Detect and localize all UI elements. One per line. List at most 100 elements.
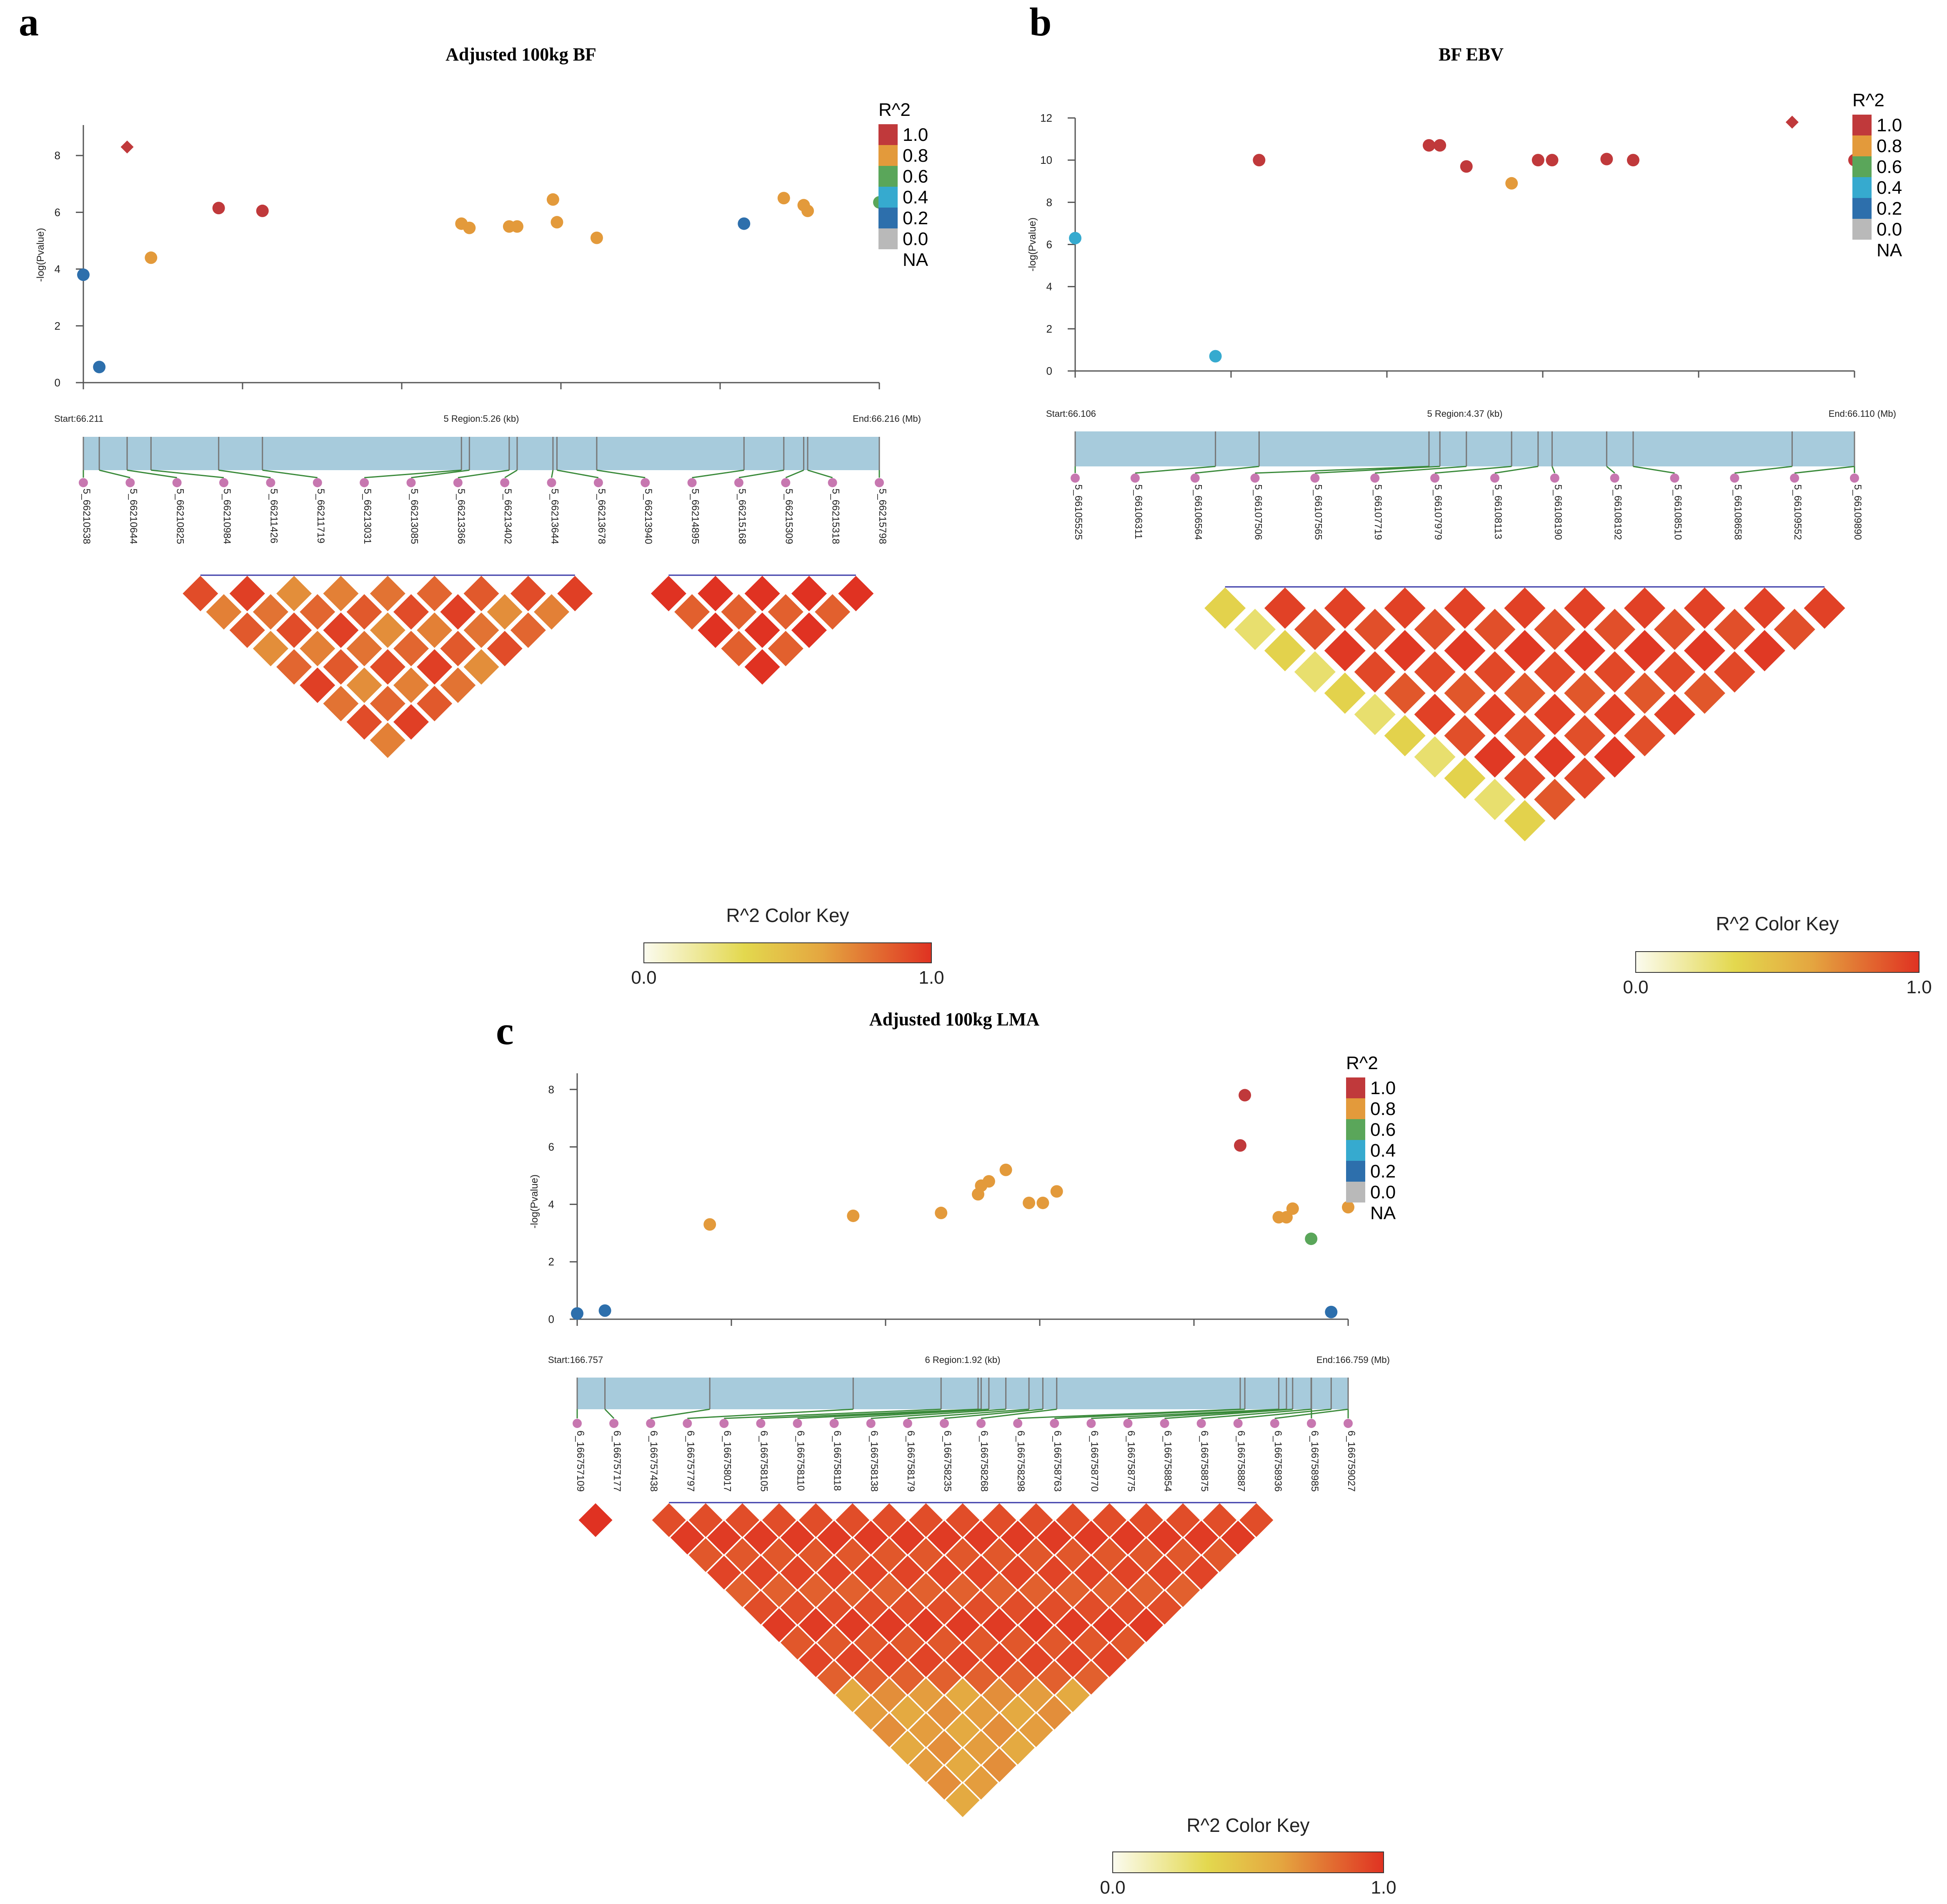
color-key-min: 0.0 [1100, 1877, 1125, 1898]
snp-label: 5_66215318 [830, 489, 841, 544]
ld-cell [1353, 650, 1397, 694]
snp-label: 5_66210644 [128, 489, 139, 544]
ld-cell [415, 611, 454, 649]
snp-dot [646, 1419, 656, 1428]
y-tick-label: 4 [548, 1198, 554, 1210]
snp-dot [1610, 473, 1619, 483]
region-bar [577, 1378, 1348, 1409]
snp-connector [262, 469, 318, 479]
snp-label: 6_166757177 [611, 1431, 623, 1492]
ld-cell [816, 1519, 853, 1556]
panel-letter: b [1029, 0, 1051, 44]
ld-cell [908, 1642, 944, 1679]
ld-cell [1323, 586, 1367, 630]
ld-cell [1165, 1502, 1201, 1538]
data-point-diamond [120, 140, 134, 154]
ld-cell [669, 1519, 706, 1556]
ld-cell [1018, 1572, 1054, 1608]
ld-cell [963, 1659, 999, 1696]
legend-swatch [1852, 115, 1872, 135]
ld-cell [392, 666, 430, 704]
ld-cell [724, 1572, 761, 1608]
ld-cell [556, 574, 594, 613]
legend-label: 0.4 [1370, 1140, 1396, 1161]
ld-cell [944, 1642, 981, 1679]
snp-dot [1250, 473, 1260, 483]
legend-label: 0.6 [1877, 157, 1902, 177]
snp-connector [1434, 466, 1512, 474]
data-point [1209, 350, 1222, 363]
ld-cell [1623, 671, 1667, 715]
ld-cell [798, 1502, 834, 1538]
region-start-label: Start:166.757 [548, 1355, 603, 1365]
legend-swatch [878, 228, 898, 249]
snp-label: 6_166758298 [1015, 1431, 1026, 1492]
snp-dot [609, 1419, 619, 1428]
panel-b: bBF EBV024681012-log(Pvalue)R^21.00.80.6… [1027, 0, 1932, 997]
ld-cell [1712, 607, 1757, 651]
snp-connector [687, 1408, 853, 1419]
ld-cell [322, 684, 360, 723]
ld-cell [889, 1554, 926, 1591]
data-point [590, 231, 603, 244]
legend-label: 1.0 [1877, 115, 1902, 135]
snp-connector [1054, 1408, 1245, 1419]
ld-cell [298, 666, 337, 704]
ld-cell [439, 593, 477, 631]
ld-cell [298, 593, 337, 631]
y-tick-label: 6 [548, 1141, 554, 1153]
snp-label: 5_66213644 [549, 489, 561, 544]
snp-label: 5_66109890 [1852, 484, 1863, 540]
ld-cell [720, 629, 758, 668]
ld-cell [1233, 607, 1277, 651]
legend-label: NA [1370, 1203, 1396, 1223]
snp-connector [1315, 466, 1440, 474]
snp-dot [875, 478, 884, 487]
ld-cell [1503, 714, 1547, 758]
data-point [1305, 1233, 1318, 1245]
snp-label: 6_166757797 [685, 1431, 696, 1492]
ld-cell [275, 611, 313, 649]
ld-cell [1443, 714, 1487, 758]
ld-cell [1473, 777, 1517, 822]
ld-cell [1036, 1589, 1073, 1626]
data-point [145, 251, 158, 264]
legend-label: 0.8 [903, 145, 928, 166]
snp-label: 5_66213085 [408, 489, 420, 544]
ld-cell [322, 574, 360, 613]
ld-cell [926, 1624, 963, 1661]
legend-swatch [1852, 219, 1872, 240]
snp-dot [1790, 473, 1799, 483]
snp-dot [1196, 1419, 1206, 1428]
ld-cell [1323, 629, 1367, 673]
panel-a: a Adjusted 100kg BF 0 2 4 6 8 -log(Pvalue) R^2 1.… [19, 0, 944, 988]
data-point [256, 204, 269, 217]
snp-connector [1633, 466, 1675, 474]
snp-connector [1375, 466, 1467, 474]
ld-cell [1146, 1519, 1183, 1556]
data-point [571, 1307, 583, 1320]
legend-swatch [878, 124, 898, 145]
panel-letter: c [496, 1008, 514, 1053]
ld-cell [908, 1712, 944, 1749]
ld-cell [1712, 650, 1757, 694]
ld-cell [1593, 607, 1637, 651]
data-point [1627, 154, 1639, 167]
ld-cell [1091, 1537, 1128, 1573]
snp-dot [1086, 1419, 1096, 1428]
snp-dot [828, 478, 837, 487]
ld-cell [392, 593, 430, 631]
snp-label: 5_66213366 [455, 489, 467, 544]
color-key-bar [1635, 951, 1919, 973]
ld-cell [798, 1607, 834, 1643]
y-axis-label: -log(Pvalue) [35, 228, 46, 282]
ld-cell [1563, 629, 1607, 673]
legend-label: 0.2 [1370, 1161, 1396, 1182]
snp-label: 5_66107979 [1432, 484, 1444, 540]
snp-connector [1091, 1408, 1279, 1419]
panel-title: Adjusted 100kg BF [445, 44, 596, 65]
ld-cell [345, 666, 383, 704]
ld-cell [1073, 1554, 1109, 1591]
legend-label: 0.6 [1370, 1120, 1396, 1140]
ld-cell [1036, 1519, 1073, 1556]
